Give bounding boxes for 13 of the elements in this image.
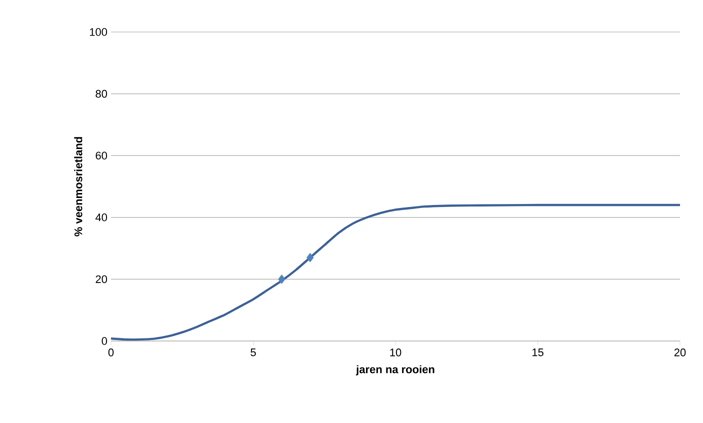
y-tick-label: 0: [102, 337, 108, 345]
x-tick-label: 10: [390, 348, 402, 356]
y-tick-label: 60: [96, 152, 108, 160]
x-tick-label: 5: [250, 348, 256, 356]
y-tick-label: 80: [96, 90, 108, 98]
x-axis-title: jaren na rooien: [356, 365, 434, 376]
y-tick-label: 40: [95, 214, 108, 222]
x-tick-label: 0: [108, 348, 114, 356]
x-tick-label: 15: [532, 348, 544, 356]
x-tick-label: 20: [674, 348, 686, 356]
y-tick-label: 100: [90, 28, 108, 36]
y-axis-title: % veenmosrietland: [74, 137, 82, 236]
y-tick-label: 20: [96, 275, 108, 284]
